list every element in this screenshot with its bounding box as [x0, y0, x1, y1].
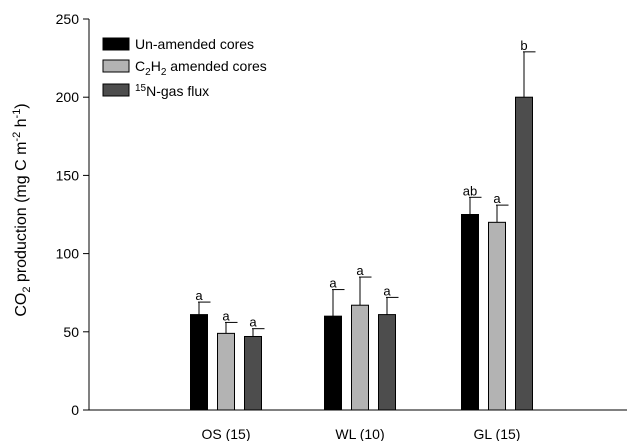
legend-swatch-c2h2 — [102, 59, 130, 73]
y-tick-label: 250 — [56, 11, 80, 27]
significance-label: a — [195, 288, 203, 303]
y-tick-label: 0 — [71, 402, 79, 418]
significance-label: a — [493, 191, 501, 206]
y-tick-label: 150 — [56, 167, 80, 183]
y-tick-label: 100 — [56, 246, 80, 262]
bar — [217, 332, 235, 411]
significance-label: a — [222, 308, 230, 323]
y-axis-title: CO2 production (mg C m-2 h-1) — [11, 103, 33, 316]
significance-label: a — [356, 263, 364, 278]
legend-label-unamended: Un-amended cores — [135, 36, 254, 52]
legend-swatch-15n — [102, 83, 130, 97]
bar — [351, 304, 369, 411]
legend-label-15n: 15N-gas flux — [135, 83, 209, 99]
bar — [378, 314, 396, 411]
significance-label: a — [383, 283, 391, 298]
y-tick-label: 50 — [63, 324, 79, 340]
significance-label: b — [520, 38, 527, 53]
y-tick-label: 200 — [56, 89, 80, 105]
x-tick-label: GL (15) — [474, 426, 521, 441]
legend-label-c2h2: C2H2 amended cores — [135, 58, 267, 78]
x-tick-label: WL (10) — [335, 426, 384, 441]
bar — [190, 314, 208, 411]
x-axis: OS (15) WL (10) GL (15) — [201, 426, 520, 441]
x-tick-label: OS (15) — [201, 426, 250, 441]
significance-label: a — [249, 315, 257, 330]
bar — [515, 96, 533, 411]
significance-label: a — [329, 276, 337, 291]
y-axis: 0 50 100 150 200 250 — [56, 11, 89, 418]
bar — [461, 214, 479, 411]
legend-swatch-unamended — [102, 37, 130, 51]
bar — [488, 221, 506, 411]
legend: Un-amended cores C2H2 amended cores 15N-… — [102, 36, 267, 99]
bar — [324, 315, 342, 411]
significance-label: ab — [463, 183, 477, 198]
bar — [244, 335, 262, 411]
